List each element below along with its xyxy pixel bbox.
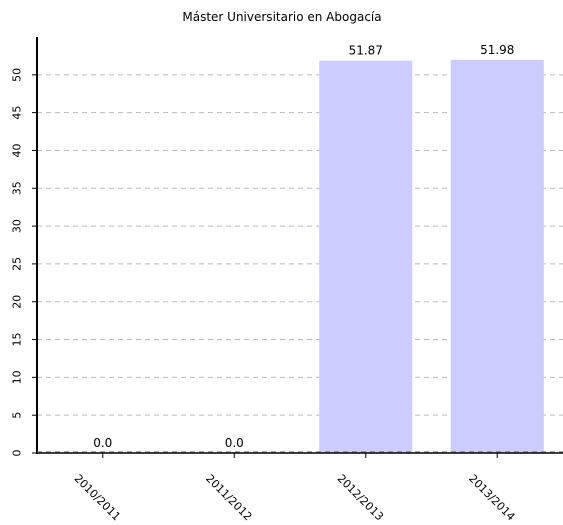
- x-axis-ticks: 2010/2011 2011/2012 2012/2013 2013/2014: [72, 453, 518, 523]
- y-tick-label: 25: [11, 257, 24, 271]
- y-tick-label: 45: [11, 106, 24, 120]
- bar: [450, 59, 544, 453]
- y-tick-label: 35: [11, 181, 24, 195]
- y-tick-label: 30: [11, 219, 24, 233]
- axes: [36, 37, 563, 454]
- data-label: 51.87: [349, 44, 383, 58]
- y-tick-label: 5: [11, 412, 24, 419]
- chart-title: Máster Universitario en Abogacía: [182, 10, 381, 24]
- data-labels: 0.0 0.0 51.87 51.98: [93, 43, 514, 450]
- bar: [319, 60, 413, 453]
- y-tick-label: 20: [11, 295, 24, 309]
- x-tick-label: 2012/2013: [335, 472, 386, 523]
- x-tick-label: 2010/2011: [72, 472, 123, 523]
- x-tick-label: 2011/2012: [203, 472, 254, 523]
- y-tick-label: 15: [11, 333, 24, 347]
- y-tick-label: 0: [11, 450, 24, 457]
- grid-lines: [37, 74, 563, 416]
- data-label: 0.0: [93, 436, 112, 450]
- y-axis-ticks: 0 5 10 15 20 25 30 35 40 45 50: [11, 68, 37, 457]
- data-label: 0.0: [225, 436, 244, 450]
- x-tick-label: 2013/2014: [466, 472, 517, 523]
- data-label: 51.98: [480, 43, 514, 57]
- bars: [319, 59, 544, 453]
- y-tick-label: 10: [11, 370, 24, 384]
- y-tick-label: 50: [11, 68, 24, 82]
- y-tick-label: 40: [11, 143, 24, 157]
